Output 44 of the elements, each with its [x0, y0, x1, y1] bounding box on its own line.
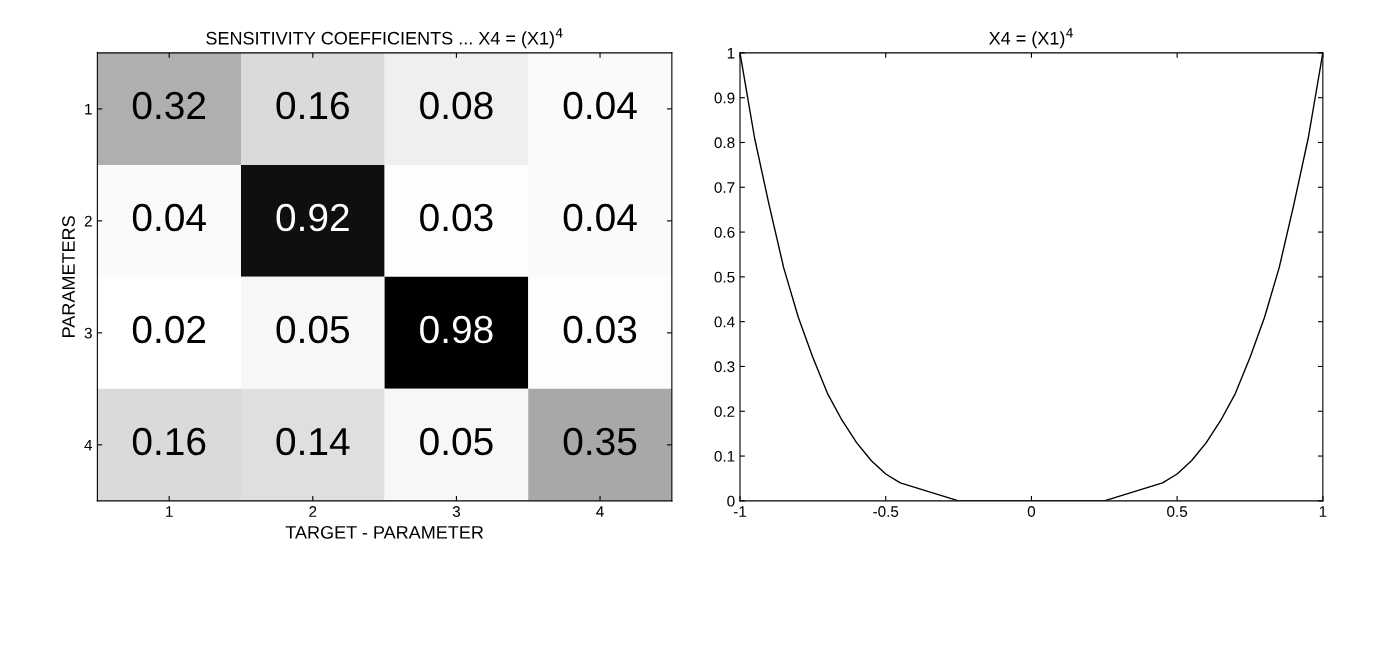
x-tick-label: 2: [309, 506, 317, 517]
y-tick-label: 0.8: [714, 137, 735, 149]
data-label: 0.08: [420, 91, 493, 120]
data-label: 0.04: [563, 91, 637, 120]
y-tick-label: 3: [84, 327, 92, 339]
data-label: 0.92: [276, 203, 349, 232]
y-axis-title: PARAMETERS: [62, 216, 75, 337]
x-tick-label: 0: [1027, 506, 1036, 517]
data-label: 0.04: [132, 203, 206, 232]
y-tick-label: 2: [84, 215, 92, 227]
data-label: 0.32: [132, 91, 206, 120]
x-tick-label: 3: [452, 506, 460, 517]
y-tick-label: 0.2: [714, 406, 735, 417]
data-label: 0.03: [420, 203, 493, 232]
x-tick-label: 1: [166, 506, 173, 517]
y-tick-label: 0.7: [714, 182, 735, 193]
data-label: 0.16: [276, 91, 349, 120]
y-tick-label: 1: [85, 103, 92, 115]
y-tick-label: 0.6: [714, 226, 735, 238]
x-tick-label: -0.5: [873, 506, 899, 517]
x-axis-title: TARGET - PARAMETER: [285, 525, 484, 539]
y-tick-label: 4: [84, 439, 93, 451]
y-tick-label: 0.4: [714, 316, 735, 328]
y-tick-label: 0.5: [714, 271, 735, 283]
data-label: 0.05: [420, 427, 493, 456]
y-tick-label: 1: [727, 47, 735, 59]
y-tick-label: 0.1: [714, 450, 735, 462]
x-tick-label: 0.5: [1167, 506, 1188, 517]
chart-title: SENSITIVITY COEFFICIENTS ... X4 = (X1)$^{4}$: [206, 28, 563, 49]
data-label: 0.35: [563, 427, 637, 456]
data-label: 0.16: [132, 427, 206, 456]
x-tick-label: 4: [596, 506, 604, 517]
data-label: 0.98: [420, 315, 493, 344]
x-tick-label: -1: [733, 506, 747, 517]
chart-title: X4 = (X1)$^{4}$: [989, 28, 1073, 49]
data-label: 0.04: [563, 203, 637, 232]
data-label: 0.03: [563, 315, 637, 344]
y-tick-label: 0.9: [714, 92, 735, 104]
y-tick-label: 0.3: [714, 361, 735, 373]
data-label: 0.05: [276, 315, 350, 344]
y-tick-label: 0: [727, 495, 735, 507]
x-tick-label: 1: [1319, 506, 1327, 517]
data-label: 0.14: [276, 427, 350, 456]
data-label: 0.02: [132, 315, 206, 344]
